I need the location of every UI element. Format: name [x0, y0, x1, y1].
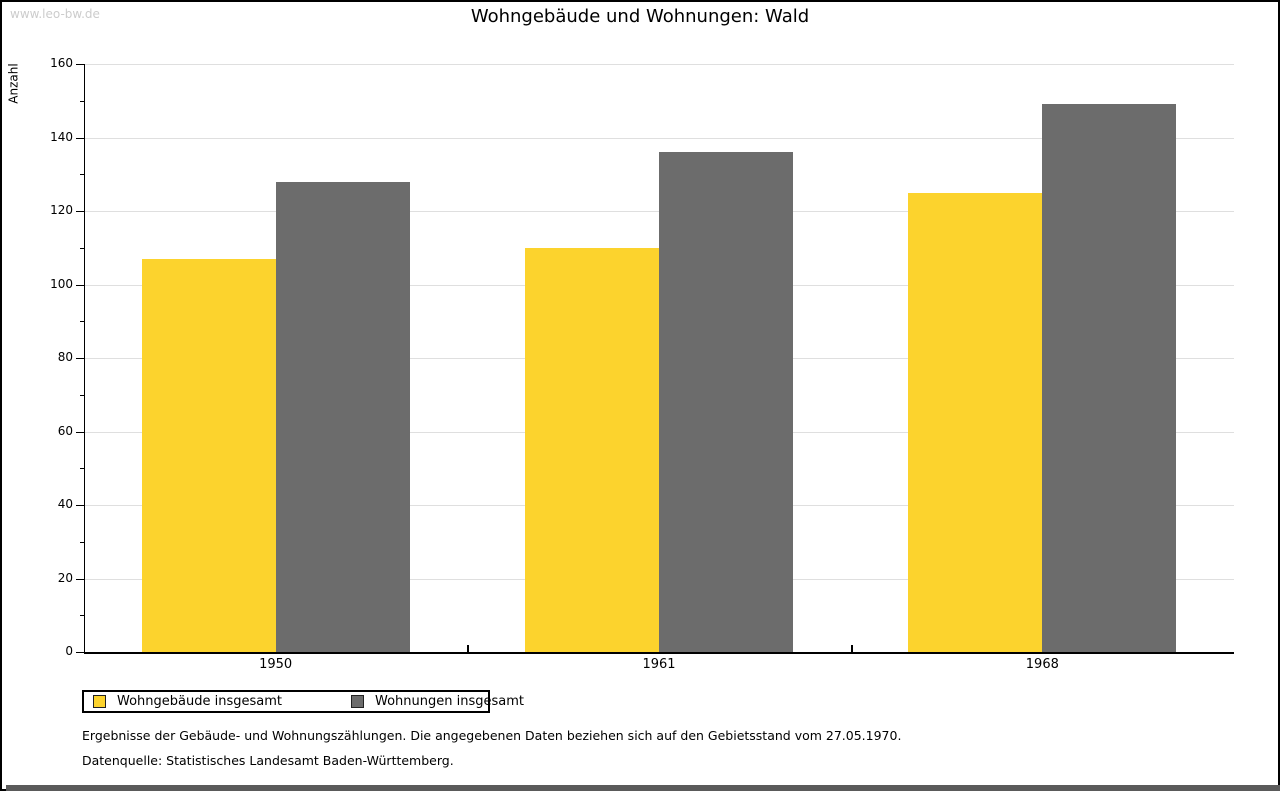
- bar-wohnungen-1961: [659, 152, 793, 652]
- y-tick-140: [76, 137, 84, 139]
- y-tick-100: [76, 284, 84, 286]
- footnote-datenquelle: Datenquelle: Statistisches Landesamt Bad…: [82, 753, 454, 768]
- y-tick-60: [76, 431, 84, 433]
- x-boundary-tick-2: [850, 645, 853, 652]
- y-tick-label-100: 100: [50, 276, 73, 291]
- x-boundary-tick-1: [467, 645, 470, 652]
- y-tick-20: [76, 578, 84, 580]
- x-tick-label-1968: 1968: [1025, 657, 1059, 672]
- chart-title: Wohngebäude und Wohnungen: Wald: [470, 6, 810, 27]
- y-minor-tick-130: [80, 174, 84, 176]
- y-tick-label-20: 20: [57, 570, 73, 585]
- y-minor-tick-50: [80, 468, 84, 470]
- legend-swatch-wohnungen: [351, 695, 364, 708]
- y-tick-label-0: 0: [65, 644, 73, 658]
- footnote-gebietsstand: Ergebnisse der Gebäude- und Wohnungszähl…: [82, 728, 902, 743]
- bottom-shadow: [6, 785, 1280, 791]
- y-minor-tick-110: [80, 247, 84, 249]
- gridline-140: [84, 137, 1234, 139]
- legend-swatch-wohngebaeude: [93, 695, 106, 708]
- y-minor-tick-70: [80, 394, 84, 396]
- y-tick-label-60: 60: [57, 423, 73, 438]
- watermark: www.leo-bw.de: [10, 7, 100, 21]
- y-tick-label-140: 140: [50, 129, 73, 144]
- y-tick-label-120: 120: [50, 203, 73, 217]
- y-tick-label-40: 40: [57, 497, 73, 511]
- x-tick-label-1961: 1961: [642, 657, 676, 672]
- legend-label-wohngebaeude: Wohngebäude insgesamt: [117, 694, 282, 709]
- y-tick-120: [76, 211, 84, 212]
- bar-wohngebaeude-1968: [908, 192, 1043, 652]
- bar-wohngebaeude-1950: [141, 258, 276, 652]
- x-tick-label-1950: 1950: [259, 657, 293, 672]
- y-tick-0: [76, 652, 84, 653]
- y-tick-160: [76, 64, 84, 65]
- y-tick-label-80: 80: [57, 350, 73, 364]
- y-minor-tick-10: [80, 615, 84, 617]
- legend-label-wohnungen: Wohnungen insgesamt: [375, 694, 524, 709]
- legend-entry-wohnungen: Wohnungen insgesamt: [351, 694, 584, 709]
- legend-entry-wohngebaeude: Wohngebäude insgesamt: [93, 694, 342, 709]
- bar-wohnungen-1950: [275, 181, 410, 652]
- y-axis: [84, 64, 85, 652]
- bar-wohngebaeude-1961: [525, 247, 659, 652]
- y-minor-tick-150: [80, 100, 84, 102]
- y-minor-tick-30: [80, 541, 84, 543]
- x-axis: [84, 652, 1234, 654]
- gridline-160: [84, 64, 1234, 65]
- legend: Wohngebäude insgesamt Wohnungen insgesam…: [82, 690, 524, 713]
- y-tick-label-160: 160: [50, 56, 73, 70]
- bar-wohnungen-1968: [1042, 104, 1177, 652]
- y-minor-tick-90: [80, 321, 84, 323]
- y-tick-80: [76, 358, 84, 359]
- y-tick-40: [76, 505, 84, 506]
